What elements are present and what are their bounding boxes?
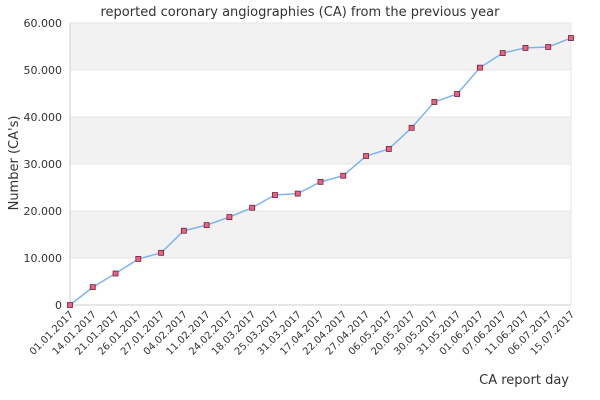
data-point-marker: [317, 178, 324, 185]
data-point-marker: [408, 124, 415, 131]
y-tick-label: 50.000: [24, 64, 63, 77]
data-point-marker: [112, 270, 119, 277]
y-axis-title: Number (CA's): [7, 116, 22, 211]
data-point-marker: [226, 214, 233, 221]
data-point-marker: [477, 64, 483, 71]
y-axis-ticks: 0 10.000 20.000 30.000 40.000 50.000 60.000: [24, 17, 63, 312]
x-axis-ticks: 01.01.201714.01.201721.01.201726.01.2017…: [28, 309, 577, 357]
y-tick-label: 40.000: [24, 111, 63, 124]
data-point-marker: [135, 256, 142, 262]
gridlines: [69, 22, 572, 306]
data-point-marker: [454, 91, 461, 97]
data-point-marker: [545, 44, 552, 50]
data-point-marker: [203, 222, 210, 229]
data-point-marker: [158, 249, 164, 256]
y-tick-label: 60.000: [24, 17, 63, 30]
data-point-marker: [67, 302, 73, 308]
plot-band: [70, 117, 571, 164]
plot-band: [70, 211, 571, 258]
data-point-marker: [431, 99, 438, 105]
data-point-marker: [249, 204, 256, 211]
plot-background-bands: [70, 23, 571, 258]
data-point-marker: [180, 227, 187, 234]
data-point-marker: [522, 45, 529, 51]
data-point-marker: [385, 146, 392, 152]
series-layer: [67, 35, 574, 308]
y-tick-label: 0: [55, 299, 62, 312]
plot-band: [70, 23, 571, 70]
y-tick-label: 30.000: [24, 158, 63, 171]
y-tick-label: 20.000: [24, 205, 63, 218]
data-point-marker: [294, 190, 301, 197]
y-tick-label: 10.000: [24, 252, 63, 265]
data-point-marker: [568, 35, 574, 41]
data-point-marker: [363, 153, 369, 159]
data-point-marker: [272, 192, 278, 198]
x-axis-title: CA report day: [479, 373, 569, 388]
data-point-marker: [89, 284, 96, 291]
data-point-marker: [499, 50, 506, 56]
series-line: [69, 37, 572, 306]
chart-title: reported coronary angiographies (CA) fro…: [101, 5, 501, 20]
data-point-marker: [340, 172, 347, 179]
